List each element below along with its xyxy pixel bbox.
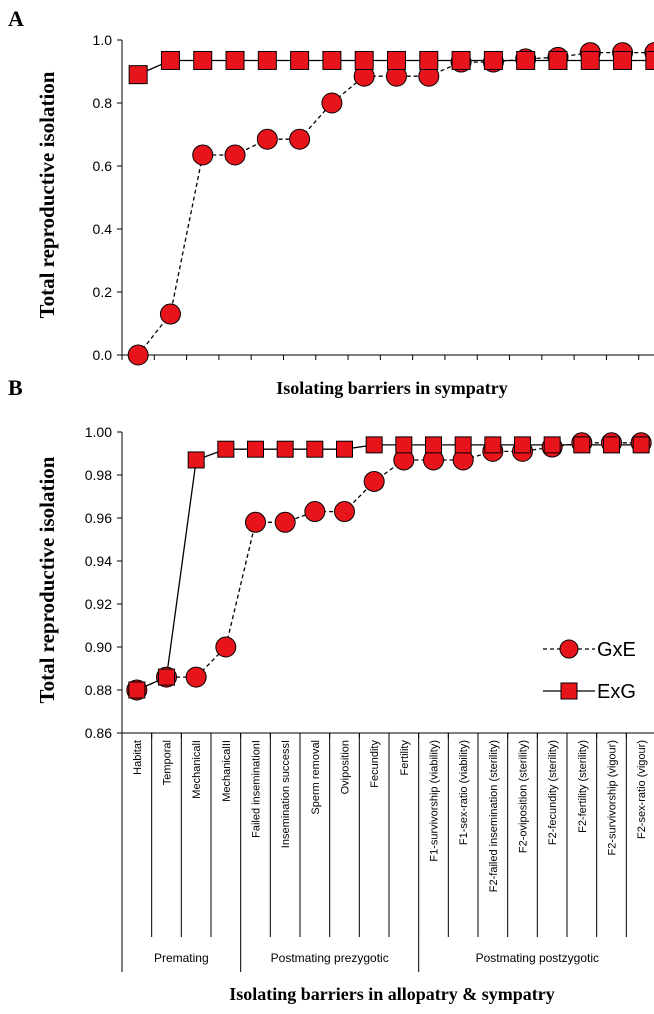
panel-b-category-label: F2-sex-ratio (vigour): [636, 740, 648, 839]
panel-b-group-label: Postmating postzygotic: [476, 951, 599, 965]
panel-b-y-tick-label: 0.88: [85, 682, 112, 698]
panel-b-point-gxe: [274, 511, 296, 533]
panel-a-point-exg: [160, 50, 180, 70]
panel-b-category-label: MechanicalI: [191, 740, 203, 799]
legend-marker-exg: [560, 682, 578, 700]
panel-a-point-exg: [645, 50, 654, 70]
panel-b-y-tick-label: 0.86: [85, 725, 112, 741]
panel-a-point-gxe: [159, 303, 181, 325]
panel-a-point-gxe: [256, 128, 278, 150]
panel-b-point-exg: [395, 436, 413, 454]
panel-a-point-gxe: [321, 92, 343, 114]
panel-a-x-axis-title: Isolating barriers in sympatry: [276, 378, 508, 398]
panel-a-point-exg: [193, 50, 213, 70]
panel-a-point-exg: [548, 50, 568, 70]
panel-b-point-exg: [217, 440, 235, 458]
panel-a-letter: A: [8, 6, 24, 31]
panel-b-group-label: Premating: [154, 951, 209, 965]
panel-b-point-exg: [573, 436, 591, 454]
panel-a-y-tick-label: 0.6: [93, 158, 113, 174]
panel-b-letter: B: [8, 375, 23, 400]
panel-a-plot: 0.0 0.2 0.4 0.6 0.8 1.0: [93, 32, 654, 366]
panel-a-point-exg: [257, 50, 277, 70]
panel-b-category-label: F1-sex-ratio (viability): [458, 740, 470, 845]
panel-b-category-label: Fertility: [399, 740, 411, 776]
panel-b-category-label: Fecundity: [369, 740, 381, 788]
panel-b-point-exg: [187, 451, 205, 469]
panel-b-y-tick-label: 0.98: [85, 467, 112, 483]
panel-a-point-exg: [613, 50, 633, 70]
panel-b-category-label: Insemination successI: [280, 740, 292, 848]
panel-a-point-exg: [322, 50, 342, 70]
panel-b-point-exg: [158, 668, 175, 686]
panel-b-point-exg: [454, 436, 472, 454]
panel-b-category-label: F1-survivorship (viability): [429, 740, 441, 862]
panel-b-category-label: Failed inseminationI: [251, 740, 263, 838]
panel-a-y-tick-label: 0.8: [93, 95, 113, 111]
panel-b-group-label: Postmating prezygotic: [271, 951, 389, 965]
panel-a-point-exg: [451, 50, 471, 70]
panel-b-category-label: F2-oviposition (sterility): [518, 740, 530, 853]
panel-a-point-exg: [128, 65, 148, 85]
legend-label-exg: ExG: [597, 681, 636, 703]
panel-a-y-tick-label: 0.2: [93, 284, 113, 300]
panel-b-point-gxe: [304, 501, 326, 523]
panel-a-point-gxe: [224, 144, 246, 166]
panel-b-y-tick-label: 0.96: [85, 510, 112, 526]
panel-b-point-gxe: [363, 470, 385, 492]
panel-a-series-line-gxe: [137, 51, 654, 356]
panel-a-point-exg: [290, 50, 310, 70]
panel-a-point-gxe: [192, 144, 214, 166]
panel-b-y-tick-label: 0.92: [85, 596, 112, 612]
panel-b-plot: 0.86 0.88 0.90 0.92 0.94 0.96 0.98 1.00 Habitat T…: [85, 424, 654, 972]
panel-b-category-label: Sperm removal: [310, 740, 322, 815]
panel-a-point-exg: [419, 50, 439, 70]
panel-b-category-label: F2-failed insemination (sterility): [488, 740, 500, 892]
panel-b-x-axis-title: Isolating barriers in allopatry & sympat…: [229, 984, 555, 1004]
panel-b-category-label: Temporal: [162, 740, 174, 785]
legend-marker-gxe: [559, 639, 579, 659]
panel-b-point-exg: [247, 440, 264, 458]
panel-b-point-exg: [543, 436, 561, 454]
panel-b-y-tick-label: 0.94: [85, 553, 112, 569]
panel-b-y-tick-label: 0.90: [85, 639, 112, 655]
panel-b-point-exg: [514, 436, 531, 454]
panel-b-category-label: F2-fecundity (sterility): [547, 740, 559, 845]
panel-b-point-exg: [603, 436, 620, 454]
panel-b-point-exg: [128, 681, 146, 699]
panel-a-y-tick-label: 0.0: [93, 347, 113, 363]
panel-a-point-gxe: [289, 128, 311, 150]
panel-a-point-exg: [580, 50, 600, 70]
legend-label-gxe: GxE: [597, 639, 636, 661]
panel-a-y-tick-label: 1.0: [93, 32, 113, 48]
panel-b-point-gxe: [245, 511, 266, 533]
panel-b-point-exg: [365, 436, 383, 454]
panel-a-point-gxe: [127, 344, 149, 366]
panel-b-y-tick-label: 1.00: [85, 424, 112, 440]
panel-a-point-exg: [483, 50, 503, 70]
panel-b-category-label: Habitat: [132, 740, 144, 775]
panel-b-category-label: F2-survivorship (vigour): [607, 740, 619, 856]
panel-b-category-label: Oviposition: [340, 740, 352, 794]
panel-b-y-axis-title: Total reproductive isolation: [35, 456, 59, 703]
panel-a-point-exg: [516, 50, 536, 70]
panel-a-y-axis-title: Total reproductive isolation: [35, 71, 59, 318]
panel-b-point-exg: [336, 440, 353, 458]
panel-b-category-label: MechanicalII: [221, 740, 233, 802]
panel-b-category-label: F2-fertility (sterility): [577, 740, 589, 833]
panel-a-y-tick-label: 0.4: [93, 221, 113, 237]
panel-a-point-exg: [354, 50, 374, 70]
panel-b-point-gxe: [334, 501, 355, 523]
panel-b-point-exg: [276, 440, 294, 458]
panel-b-point-exg: [425, 436, 442, 454]
panel-a-point-exg: [387, 50, 406, 70]
panel-b-point-exg: [484, 436, 502, 454]
panel-b-point-gxe: [215, 636, 237, 658]
panel-b-point-exg: [306, 440, 324, 458]
panel-a-point-exg: [225, 50, 245, 70]
panel-b-point-gxe: [185, 666, 207, 688]
panel-b-point-exg: [632, 436, 650, 454]
